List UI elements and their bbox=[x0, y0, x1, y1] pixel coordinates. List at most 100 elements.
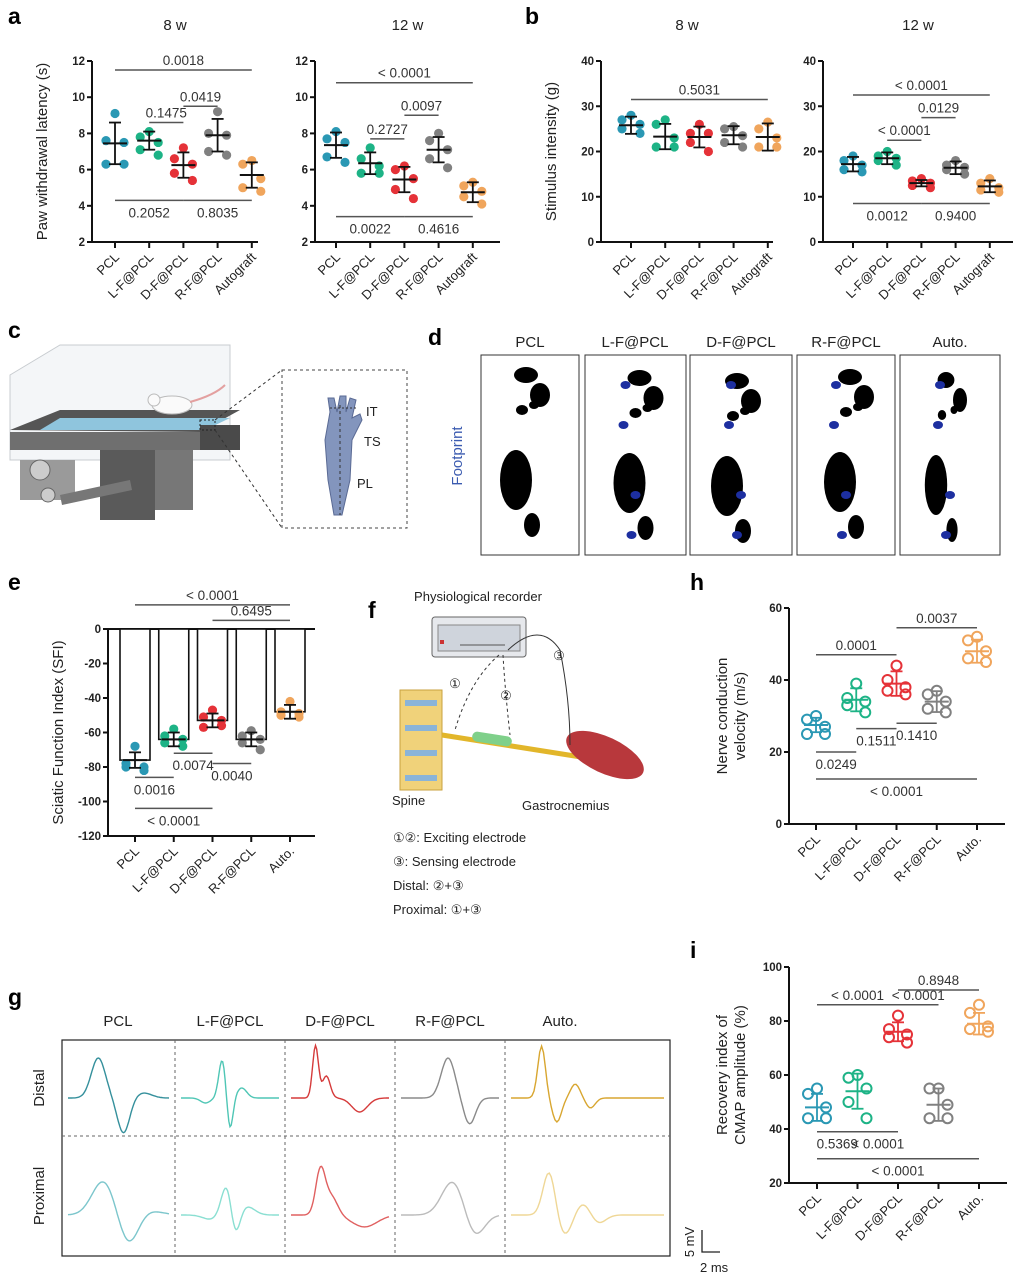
p-value-label: 0.0018 bbox=[163, 53, 204, 68]
electrode-3-label: ③ bbox=[553, 648, 565, 663]
data-point bbox=[685, 137, 696, 148]
y-tick-label: 20 bbox=[581, 147, 594, 159]
data-point bbox=[669, 142, 679, 152]
cmap-grid bbox=[61, 1039, 671, 1257]
data-point bbox=[408, 193, 418, 204]
y-tick-label: -20 bbox=[84, 659, 101, 671]
y-tick-label: 4 bbox=[302, 201, 309, 213]
panel-label-d: d bbox=[428, 324, 442, 350]
footprint-blob bbox=[741, 389, 761, 413]
footprint-blob bbox=[516, 405, 528, 415]
footprint-blob bbox=[524, 513, 540, 537]
recorder-label: Physiological recorder bbox=[414, 589, 543, 604]
p-value-label: < 0.0001 bbox=[851, 1137, 904, 1152]
footprint-blob bbox=[514, 367, 538, 383]
footprint-blob bbox=[937, 410, 947, 420]
x-tick-label: PCL bbox=[315, 250, 343, 278]
footprint-title: R-F@PCL bbox=[811, 334, 880, 351]
footprint-blob bbox=[629, 408, 642, 418]
data-point bbox=[921, 702, 934, 715]
data-point bbox=[169, 168, 179, 178]
trace-title-rf: R-F@PCL bbox=[415, 1013, 484, 1030]
y-tick-label: -40 bbox=[84, 693, 101, 705]
data-point bbox=[160, 731, 170, 741]
data-point bbox=[322, 134, 332, 144]
data-point bbox=[802, 1112, 814, 1125]
cmap-trace bbox=[68, 1057, 170, 1134]
p-value-label: 0.0040 bbox=[211, 769, 252, 784]
data-point bbox=[982, 1020, 994, 1033]
y-tick-label: 2 bbox=[79, 237, 85, 249]
bar bbox=[196, 628, 229, 722]
y-tick-label: 20 bbox=[769, 747, 782, 759]
data-point bbox=[204, 128, 214, 138]
paw-label-it: IT bbox=[366, 404, 378, 419]
data-point bbox=[891, 160, 901, 170]
footprint-blob-blue bbox=[837, 531, 847, 539]
footprint-blob bbox=[643, 386, 664, 410]
y-tick-label: 40 bbox=[769, 675, 782, 687]
footprint-blob bbox=[740, 407, 750, 415]
data-point bbox=[255, 745, 265, 755]
footprint-blob-blue bbox=[829, 421, 839, 429]
footprint-blob-blue bbox=[945, 491, 955, 499]
plot-a12: 24681012PCLL-F@PCLD-F@PCLR-F@PCLAutograf… bbox=[295, 17, 500, 303]
bar bbox=[119, 628, 151, 761]
data-point bbox=[356, 154, 366, 164]
cmap-trace bbox=[401, 1181, 500, 1235]
data-point bbox=[139, 765, 149, 776]
y-axis-label: Paw withdrawal latency (s) bbox=[34, 63, 51, 241]
p-value-label: 0.2727 bbox=[367, 122, 408, 137]
footprint-blob bbox=[530, 383, 550, 407]
y-tick-label: 2 bbox=[302, 237, 308, 249]
y-tick-label: 20 bbox=[769, 1178, 782, 1190]
data-point bbox=[859, 695, 872, 708]
data-point bbox=[660, 115, 670, 125]
y-tick-label: 40 bbox=[581, 56, 594, 68]
data-point bbox=[617, 124, 627, 134]
p-value-label: 0.0012 bbox=[867, 209, 908, 224]
recorder-device-icon bbox=[431, 616, 527, 658]
data-point bbox=[883, 1023, 895, 1036]
catwalk-illustration bbox=[9, 344, 408, 529]
data-point bbox=[839, 155, 849, 166]
data-point bbox=[390, 184, 400, 195]
footprint-blob bbox=[848, 515, 864, 539]
data-point bbox=[340, 157, 350, 167]
p-value-label: < 0.0001 bbox=[870, 784, 923, 799]
footprint-blob bbox=[838, 369, 862, 385]
cmap-trace bbox=[401, 1057, 499, 1125]
bar bbox=[157, 628, 190, 741]
paw-label-ts: TS bbox=[364, 434, 381, 449]
footprint-blob-blue bbox=[618, 421, 629, 429]
y-tick-label: -60 bbox=[84, 728, 101, 740]
p-value-label: 0.6495 bbox=[231, 603, 272, 618]
plot-a8: 24681012PCLL-F@PCLD-F@PCLR-F@PCLAutograf… bbox=[34, 17, 266, 303]
p-value-label: < 0.0001 bbox=[878, 123, 931, 138]
panel-label-h: h bbox=[690, 569, 704, 595]
data-point bbox=[374, 168, 384, 178]
y-tick-label: 8 bbox=[302, 128, 309, 140]
footprint-blob bbox=[854, 385, 874, 409]
footprint-panels: PCL L-F@PCL D-F@PCL R-F@PCL Auto. bbox=[480, 334, 1001, 556]
data-point bbox=[901, 1028, 913, 1041]
y-tick-label: 0 bbox=[588, 237, 594, 249]
footprint-blob-blue bbox=[620, 381, 631, 389]
legend-line-2: ③: Sensing electrode bbox=[393, 854, 516, 869]
p-value-label: 0.0097 bbox=[401, 98, 442, 113]
legend-line-1: ①②: Exciting electrode bbox=[393, 830, 526, 845]
p-value-label: 0.1475 bbox=[146, 106, 187, 121]
x-tick-label: Auto. bbox=[265, 844, 297, 876]
y-tick-label: 0 bbox=[810, 237, 816, 249]
legend-line-3: Distal: ②+③ bbox=[393, 878, 464, 893]
data-point bbox=[669, 133, 679, 143]
data-point bbox=[941, 1112, 954, 1125]
footprint-blob-blue bbox=[732, 531, 742, 539]
trace-title-df: D-F@PCL bbox=[305, 1013, 374, 1030]
data-point bbox=[819, 728, 831, 740]
plot-title: 8 w bbox=[163, 17, 187, 34]
footprint-blob bbox=[853, 403, 863, 411]
footprint-box bbox=[584, 354, 687, 556]
footprint-blob-blue bbox=[736, 491, 746, 499]
